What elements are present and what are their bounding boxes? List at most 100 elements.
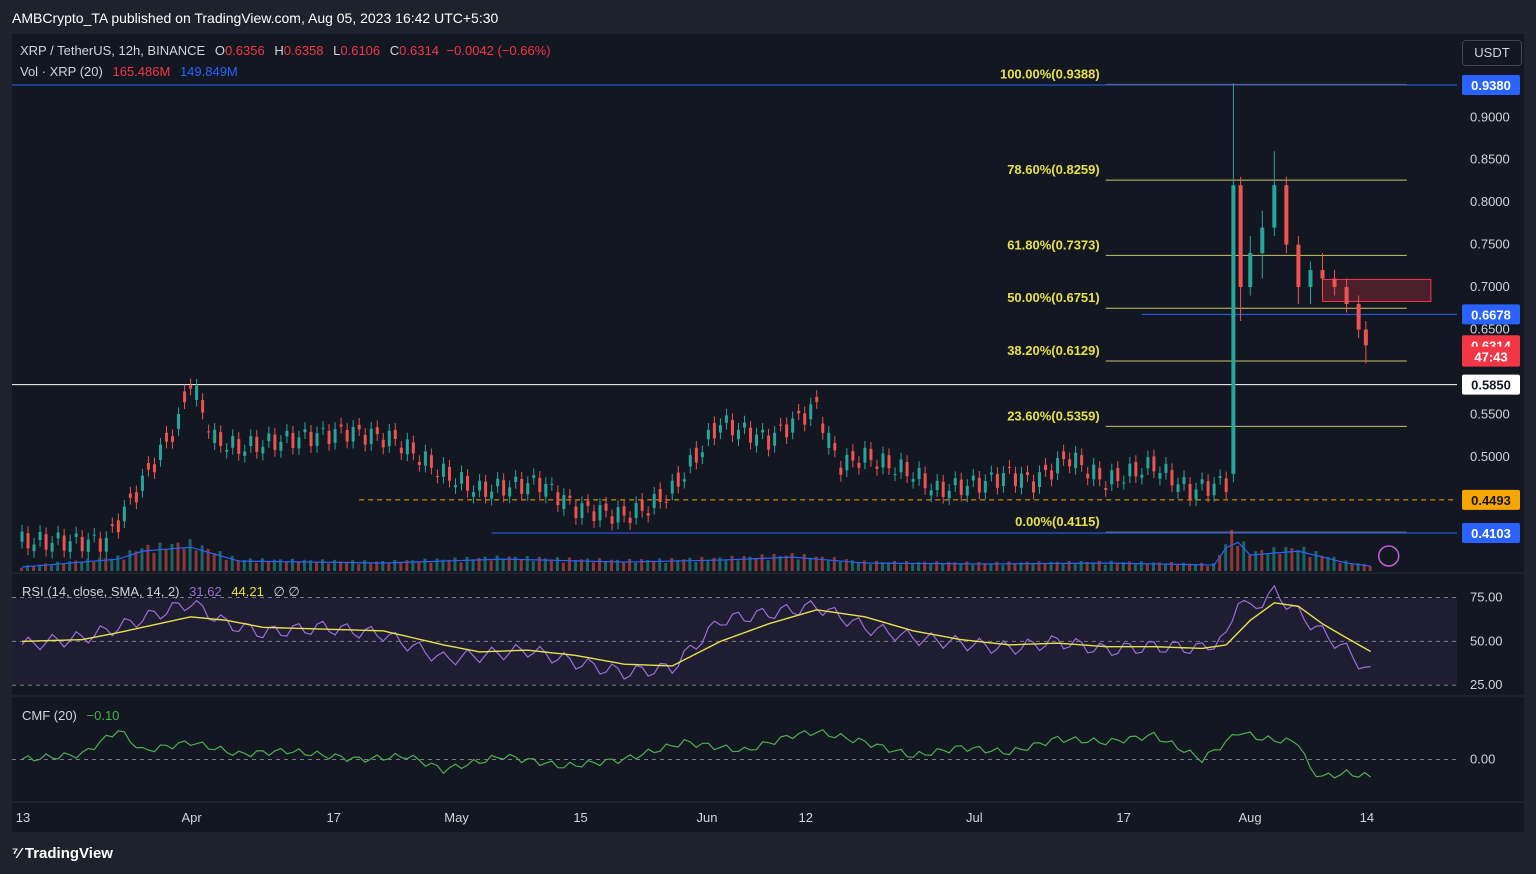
volume-bar (260, 558, 264, 571)
price-badge-label: 0.9380 (1471, 78, 1511, 93)
tradingview-logo-text: TradingView (24, 845, 113, 862)
price-tick-label: 0.7000 (1470, 279, 1510, 294)
volume-bar (567, 557, 571, 571)
volume-legend: Vol · XRP (20) 165.486M 149.849M (20, 64, 238, 79)
volume-bar (339, 561, 343, 571)
low-label: L (333, 43, 341, 58)
high-value: 0.6358 (283, 43, 324, 58)
price-candle (303, 429, 307, 433)
chart-area[interactable]: 0.9000 0.8500 0.8000 0.7500 0.7000 0.6500 0.55… (12, 34, 1524, 832)
rsi-value-1: 31.62 (189, 584, 222, 599)
price-candle (279, 441, 283, 451)
volume-bar (585, 558, 589, 571)
volume-bar (26, 565, 30, 571)
volume-bar (74, 560, 78, 571)
price-candle (640, 499, 644, 511)
publisher-line: AMBCrypto_TA published on TradingView.co… (12, 10, 499, 26)
price-candle (779, 424, 783, 426)
x-tick-label: Jul (966, 810, 983, 825)
price-candle (92, 534, 96, 536)
price-candle (634, 503, 638, 518)
price-candle (381, 439, 385, 448)
volume-bar (128, 550, 132, 571)
price-candle (610, 516, 614, 524)
supply-zone-box (1322, 278, 1432, 302)
price-candle (327, 430, 331, 444)
volume-bar (68, 561, 72, 571)
volume-bar (525, 555, 529, 571)
price-candle (893, 474, 897, 476)
volume-bar (543, 558, 547, 571)
volume-bar (56, 561, 60, 571)
price-candle (134, 492, 138, 503)
price-candle (730, 420, 734, 436)
volume-label: Vol · XRP (20) (20, 64, 103, 79)
volume-bar (447, 559, 451, 571)
volume-bar (1266, 554, 1270, 571)
price-candle (339, 424, 343, 427)
price-candle (1248, 253, 1253, 288)
volume-ma-line (21, 541, 1371, 568)
volume-bar (1085, 562, 1089, 571)
price-candle (122, 506, 126, 522)
price-candle (1332, 278, 1337, 288)
volume-bar (393, 559, 397, 571)
volume-bar (959, 563, 963, 571)
price-candle (44, 534, 48, 550)
volume-bar (363, 560, 367, 571)
symbol-legend: XRP / TetherUS, 12h, BINANCE O0.6356 H0.… (20, 43, 551, 58)
price-candle (718, 425, 722, 433)
volume-bar (706, 560, 710, 571)
volume-bar (682, 559, 686, 571)
volume-bar (754, 557, 758, 571)
volume-bar (1290, 548, 1294, 571)
volume-bar (92, 561, 96, 571)
volume-bar (1007, 561, 1011, 571)
volume-bar (1278, 554, 1282, 571)
price-candle (490, 491, 494, 499)
volume-bar (236, 559, 240, 571)
volume-bar (513, 556, 517, 571)
volume-bar (495, 555, 499, 571)
price-candle (249, 436, 253, 447)
volume-bar (1079, 561, 1083, 571)
volume-bar (471, 559, 475, 571)
price-candle (441, 463, 445, 477)
volume-bar (1013, 563, 1017, 571)
volume-bar (591, 562, 595, 571)
volume-bar (405, 560, 409, 571)
tradingview-logo-icon: ⁷⁄ (12, 845, 21, 862)
volume-bar (832, 557, 836, 571)
currency-button[interactable]: USDT (1462, 40, 1522, 66)
volume-bar (411, 560, 415, 571)
price-candle (941, 481, 945, 497)
price-candle (423, 451, 427, 466)
x-tick-label: Jun (697, 810, 718, 825)
price-candle (953, 478, 957, 486)
rsi-tick-label: 75.00 (1470, 590, 1503, 605)
price-candle (1164, 463, 1168, 473)
price-candle (1260, 227, 1265, 254)
volume-bar (1206, 566, 1210, 571)
cmf-value: −0.10 (86, 708, 120, 723)
volume-bar (164, 548, 168, 571)
volume-bar (170, 543, 174, 571)
volume-bar (1067, 560, 1071, 571)
price-candle (761, 429, 765, 433)
volume-bar (598, 558, 601, 571)
price-candle (1212, 483, 1216, 496)
volume-bar (874, 560, 878, 571)
volume-bar (1061, 563, 1065, 571)
volume-bar (579, 559, 583, 571)
volume-bar (351, 560, 355, 571)
volume-bar (712, 557, 716, 571)
volume-bar (826, 560, 830, 571)
price-candle (869, 448, 873, 461)
open-label: O (214, 43, 225, 58)
volume-bar (1242, 541, 1246, 571)
volume-bar (1127, 561, 1131, 571)
volume-bar (1332, 556, 1336, 571)
price-candle (1074, 452, 1078, 468)
volume-bar (814, 556, 818, 571)
volume-bar (531, 561, 535, 571)
